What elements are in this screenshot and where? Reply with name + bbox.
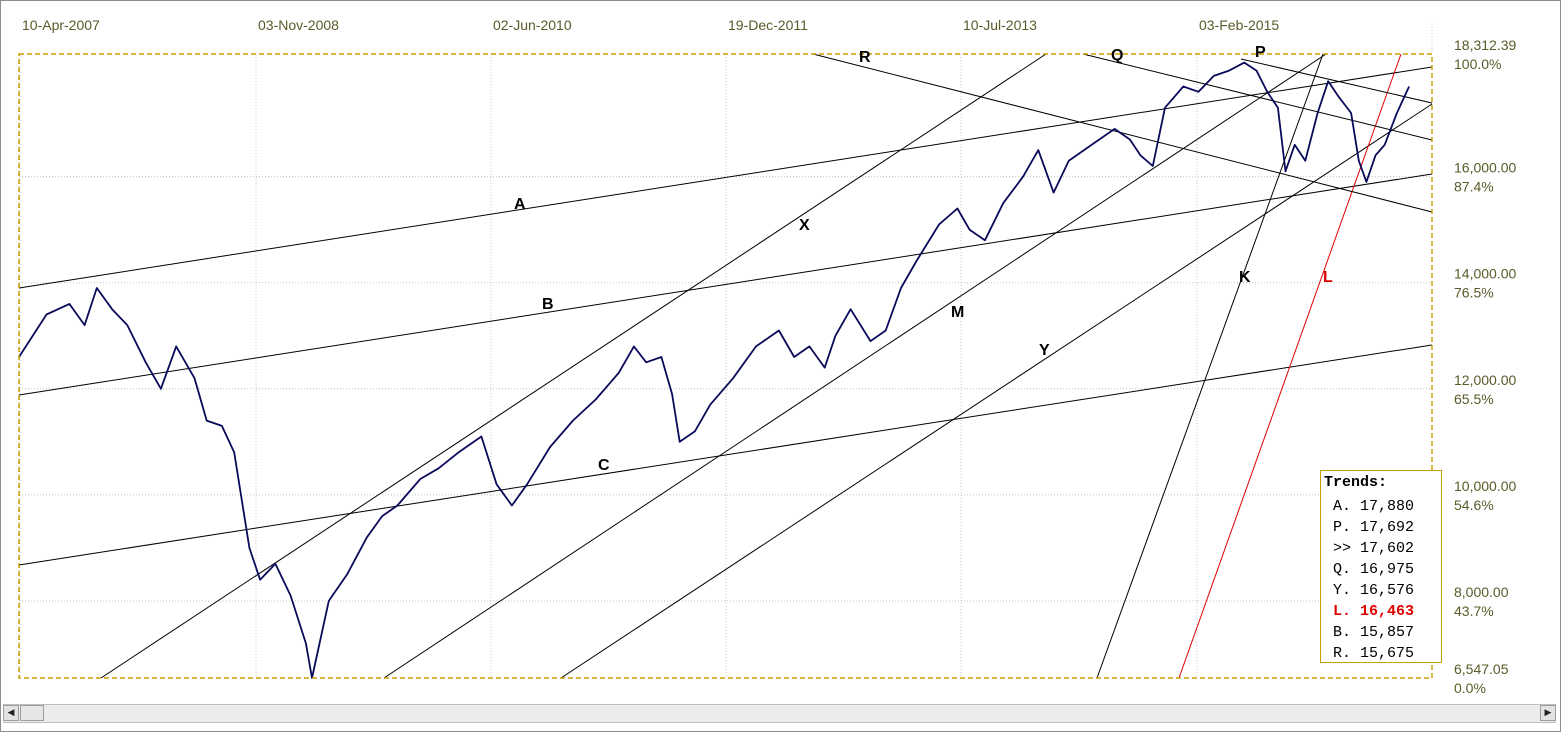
- trend-line-a: [18, 66, 1433, 289]
- grid: [19, 21, 1433, 678]
- trend-row: B. 15,857: [1333, 624, 1415, 641]
- y-tick-value: 6,547.05: [1454, 661, 1509, 677]
- x-tick-label: 02-Jun-2010: [493, 17, 572, 33]
- trend-row-highlight: L. 16,463: [1333, 603, 1415, 620]
- trend-line-label: R: [859, 49, 871, 66]
- price-series: [18, 61, 1410, 679]
- trend-line-m: [383, 53, 1327, 679]
- trend-line-y: [560, 103, 1433, 679]
- trend-line-label: A: [514, 196, 526, 213]
- x-axis-ticks: 10-Apr-2007 03-Nov-2008 02-Jun-2010 19-Dec-…: [22, 17, 1279, 33]
- trend-line-label: B: [542, 296, 554, 313]
- trend-lines: [18, 53, 1433, 679]
- trend-row: Y. 16,576: [1333, 582, 1415, 599]
- x-tick-label: 10-Apr-2007: [22, 17, 100, 33]
- trend-line-q: [1082, 53, 1433, 141]
- trend-line-label: L: [1323, 269, 1333, 286]
- horizontal-scrollbar[interactable]: ◀ ▶: [3, 704, 1556, 723]
- trend-line-x: [100, 53, 1047, 679]
- y-tick-value: 18,312.39: [1454, 37, 1516, 53]
- price-line: [18, 61, 1410, 679]
- y-tick-percent: 100.0%: [1454, 56, 1501, 72]
- trend-line-r: [812, 53, 1433, 213]
- trends-legend: Trends: A. 17,880 P. 17,692 >> 17,602 Q.…: [1320, 470, 1442, 663]
- price-chart: 10-Apr-2007 03-Nov-2008 02-Jun-2010 19-Dec-…: [18, 17, 1516, 696]
- trend-row: R. 15,675: [1333, 645, 1415, 662]
- y-tick-value: 12,000.00: [1454, 372, 1516, 388]
- trend-line-label: P: [1255, 44, 1266, 61]
- trend-line-label: M: [951, 304, 964, 321]
- y-tick-value: 8,000.00: [1454, 584, 1509, 600]
- trend-row: Q. 16,975: [1333, 561, 1415, 578]
- trend-line-labels: A B C X M Y K L R Q P: [514, 44, 1333, 474]
- trend-line-b: [18, 173, 1433, 396]
- x-tick-label: 03-Feb-2015: [1199, 17, 1279, 33]
- trends-title: Trends:: [1324, 474, 1388, 491]
- trend-row: P. 17,692: [1333, 519, 1415, 536]
- x-tick-label: 10-Jul-2013: [963, 17, 1037, 33]
- y-tick-value: 10,000.00: [1454, 478, 1516, 494]
- y-tick-percent: 65.5%: [1454, 391, 1494, 407]
- trend-line-label: Y: [1039, 342, 1050, 359]
- y-tick-percent: 43.7%: [1454, 603, 1494, 619]
- plot-area-border: [18, 53, 1433, 679]
- y-tick-percent: 0.0%: [1454, 680, 1486, 696]
- trend-row: A. 17,880: [1333, 498, 1415, 515]
- trend-row: >> 17,602: [1333, 540, 1415, 557]
- trend-line-label: K: [1239, 269, 1251, 286]
- trend-line-label: Q: [1111, 47, 1123, 64]
- trend-line-p: [1240, 58, 1433, 104]
- y-axis-ticks: 18,312.39 100.0% 16,000.00 87.4% 14,000.00 76…: [1454, 37, 1516, 696]
- y-tick-percent: 54.6%: [1454, 497, 1494, 513]
- trend-line-label: X: [799, 217, 810, 234]
- x-tick-label: 03-Nov-2008: [258, 17, 339, 33]
- x-tick-label: 19-Dec-2011: [728, 17, 808, 33]
- y-tick-value: 16,000.00: [1454, 160, 1516, 176]
- scrollbar-thumb[interactable]: [20, 705, 44, 721]
- scroll-right-icon[interactable]: ▶: [1540, 705, 1556, 721]
- y-tick-percent: 76.5%: [1454, 285, 1494, 301]
- scroll-left-icon[interactable]: ◀: [3, 705, 19, 721]
- trend-line-c: [18, 344, 1433, 566]
- y-tick-value: 14,000.00: [1454, 266, 1516, 282]
- y-tick-percent: 87.4%: [1454, 179, 1494, 195]
- trend-line-label: C: [598, 457, 610, 474]
- trend-line-l: [1178, 53, 1402, 679]
- trend-line-k: [1096, 53, 1324, 679]
